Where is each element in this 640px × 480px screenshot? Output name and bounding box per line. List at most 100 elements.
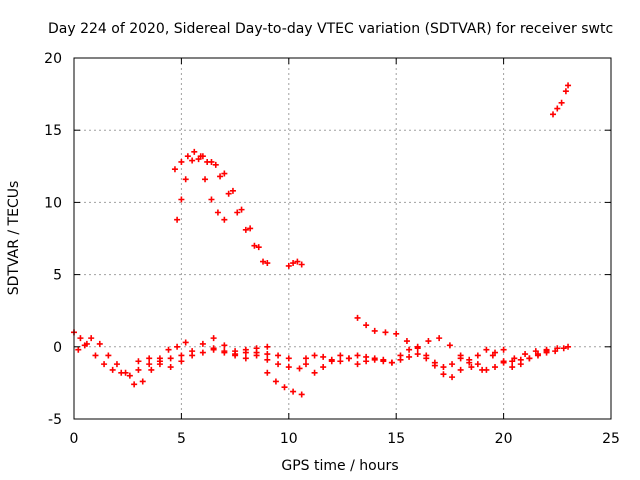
data-point (489, 352, 496, 359)
data-point (337, 352, 344, 359)
x-tick-label: 0 (70, 431, 79, 447)
data-point (174, 216, 181, 223)
data-point (272, 378, 279, 385)
data-point (446, 342, 453, 349)
data-point (135, 366, 142, 373)
series-track-b (75, 335, 189, 388)
data-point (221, 348, 228, 355)
data-point (414, 351, 421, 358)
data-point (425, 338, 432, 345)
data-point (294, 258, 301, 265)
series-track-l (354, 314, 561, 373)
data-point (311, 352, 318, 359)
data-point (178, 358, 185, 365)
data-point (532, 348, 539, 355)
y-tick-label: 20 (44, 51, 62, 67)
x-axis-label: GPS time / hours (281, 458, 398, 474)
data-point (221, 216, 228, 223)
data-point (562, 88, 569, 95)
data-point (208, 158, 215, 165)
series-track-i (285, 258, 305, 269)
data-point (517, 361, 524, 368)
data-point (208, 196, 215, 203)
data-point (264, 351, 271, 358)
data-point (403, 338, 410, 345)
data-point (229, 187, 236, 194)
data-point (178, 196, 185, 203)
x-tick-label: 25 (602, 431, 620, 447)
data-point (109, 366, 116, 373)
data-point (131, 381, 138, 388)
data-point (167, 355, 174, 362)
data-point (221, 342, 228, 349)
data-point (238, 206, 245, 213)
data-point (468, 364, 475, 371)
data-point (328, 358, 335, 365)
chart-title: Day 224 of 2020, Sidereal Day-to-day VTE… (48, 21, 613, 37)
data-point (457, 352, 464, 359)
data-point (565, 82, 572, 89)
data-point (440, 364, 447, 371)
x-tick-label: 5 (177, 431, 186, 447)
data-point (337, 358, 344, 365)
data-point (242, 355, 249, 362)
data-point (371, 355, 378, 362)
data-point (311, 369, 318, 376)
data-point (526, 355, 533, 362)
data-point (146, 355, 153, 362)
data-point (178, 352, 185, 359)
y-tick-label: 10 (44, 195, 62, 211)
data-point (298, 261, 305, 268)
data-point (88, 335, 95, 342)
axis-ticks: 0 5 10 15 20 25 -5 0 5 10 15 20 (44, 51, 620, 447)
data-point (75, 346, 82, 353)
data-point (199, 340, 206, 347)
data-point (436, 335, 443, 342)
data-point (199, 349, 206, 356)
data-point (320, 364, 327, 371)
data-point (457, 366, 464, 373)
data-point (148, 366, 155, 373)
data-point (354, 361, 361, 368)
data-point (320, 353, 327, 360)
data-point (290, 260, 297, 267)
data-point (302, 361, 309, 368)
data-point (423, 352, 430, 359)
data-point (165, 346, 172, 353)
data-point (500, 346, 507, 353)
data-point (393, 330, 400, 337)
data-point (182, 339, 189, 346)
plot-frame (73, 57, 612, 420)
x-tick-label: 10 (280, 431, 298, 447)
data-point (184, 153, 191, 160)
data-point (139, 378, 146, 385)
data-point (232, 351, 239, 358)
data-point (126, 372, 133, 379)
data-point (550, 111, 557, 118)
data-point (285, 364, 292, 371)
y-tick-label: 0 (53, 340, 62, 356)
data-point (371, 327, 378, 334)
data-point (217, 173, 224, 180)
data-point (449, 374, 456, 381)
data-point (509, 364, 516, 371)
series-track-h (199, 153, 267, 265)
data-point (105, 352, 112, 359)
data-point (101, 361, 108, 368)
data-point (554, 345, 561, 352)
data-point (440, 371, 447, 378)
series-track-m (550, 82, 572, 118)
y-axis-label: SDTVAR / TECUs (6, 181, 22, 296)
series-track-g (171, 148, 271, 267)
x-tick-label: 20 (495, 431, 513, 447)
data-point (96, 340, 103, 347)
data-point (354, 314, 361, 321)
data-point (363, 358, 370, 365)
data-point (363, 322, 370, 329)
data-point (285, 355, 292, 362)
data-point (382, 329, 389, 336)
data-point (264, 343, 271, 350)
data-point (178, 158, 185, 165)
data-point (474, 361, 481, 368)
